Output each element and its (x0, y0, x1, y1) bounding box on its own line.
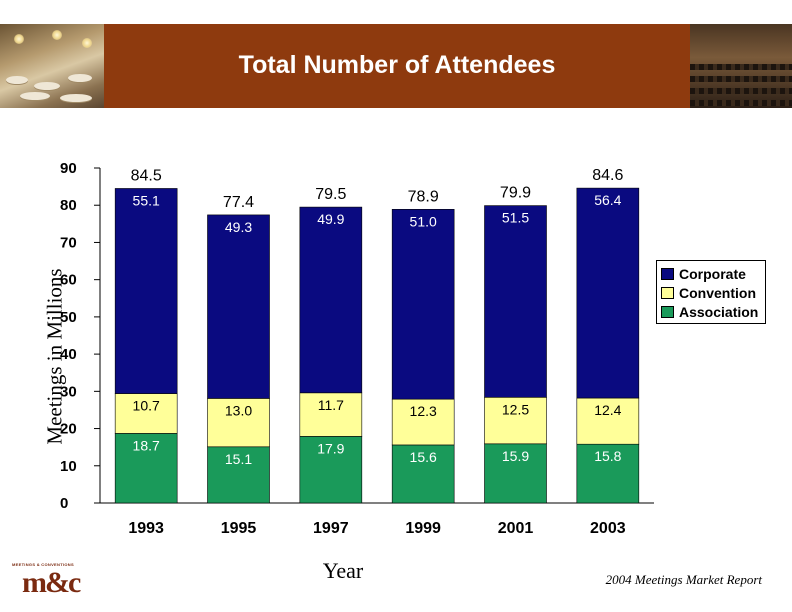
legend-swatch-convention (661, 286, 674, 299)
y-tick-label: 20 (60, 421, 77, 438)
audience-photo (690, 24, 792, 108)
legend-label-association: Association (679, 303, 759, 320)
header-banner (0, 24, 792, 108)
data-label-convention: 12.5 (502, 401, 529, 417)
legend-label-convention: Convention (679, 284, 756, 301)
legend-swatch-association (661, 305, 674, 318)
legend-item-convention: Convention (661, 283, 761, 302)
x-tick-label: 1993 (128, 520, 164, 537)
report-caption: 2004 Meetings Market Report (605, 572, 762, 587)
data-label-association: 15.9 (502, 448, 529, 464)
y-axis-label: Meetings in Millions (42, 268, 67, 445)
bar-corporate (299, 206, 363, 394)
bar-convention (114, 393, 178, 434)
legend-label-corporate: Corporate (679, 265, 746, 282)
data-label-association: 17.9 (317, 440, 344, 456)
data-label-corporate: 49.9 (317, 211, 344, 227)
total-label: 79.5 (315, 186, 346, 203)
data-label-corporate: 49.3 (225, 219, 252, 235)
bar-corporate (576, 187, 640, 399)
y-tick-label: 60 (60, 272, 77, 289)
data-label-corporate: 56.4 (594, 192, 621, 208)
bar-corporate (114, 188, 178, 394)
data-label-association: 18.7 (133, 437, 160, 453)
data-label-convention: 12.3 (410, 403, 437, 419)
ballroom-photo (0, 24, 104, 108)
y-tick-label: 30 (60, 383, 77, 400)
data-label-corporate: 55.1 (133, 192, 160, 208)
data-label-convention: 12.4 (594, 402, 621, 418)
data-label-convention: 11.7 (318, 397, 344, 413)
y-tick-label: 10 (60, 458, 77, 475)
bar-corporate (484, 205, 547, 398)
total-label: 84.5 (131, 167, 162, 184)
mc-logo: MEETINGS & CONVENTIONS m&c (12, 562, 90, 602)
bar-convention (576, 397, 640, 445)
bar-association (114, 433, 178, 504)
bar-association (207, 446, 270, 504)
x-axis-label: Year (322, 558, 364, 583)
data-label-corporate: 51.0 (410, 213, 437, 229)
bar-corporate (391, 209, 455, 400)
bar-corporate (207, 214, 270, 399)
total-label: 84.6 (592, 167, 623, 184)
page-title: Total Number of Attendees (238, 51, 556, 79)
data-label-association: 15.1 (225, 451, 252, 467)
bar-convention (299, 392, 363, 437)
x-tick-label: 1999 (405, 520, 441, 537)
y-tick-label: 90 (60, 160, 77, 177)
y-tick-label: 70 (60, 234, 77, 251)
data-label-convention: 13.0 (225, 402, 252, 418)
banner-center (104, 24, 690, 108)
logo-text: m&c (22, 566, 81, 599)
legend-item-corporate: Corporate (661, 264, 761, 283)
bar-association (391, 444, 455, 504)
chart-legend: Corporate Convention Association (656, 260, 766, 324)
legend-item-association: Association (661, 302, 761, 321)
y-tick-label: 0 (60, 495, 68, 512)
bar-association (299, 436, 363, 504)
data-label-corporate: 51.5 (502, 210, 529, 226)
x-tick-label: 1997 (313, 520, 349, 537)
total-label: 79.9 (500, 185, 531, 202)
total-label: 77.4 (223, 194, 254, 211)
data-label-association: 15.8 (594, 448, 621, 464)
x-tick-label: 1995 (221, 520, 257, 537)
logo-mark: m&c (22, 566, 81, 600)
bar-convention (391, 398, 455, 446)
x-tick-label: 2003 (590, 520, 626, 537)
data-label-convention: 10.7 (133, 398, 160, 414)
y-tick-label: 40 (60, 346, 77, 363)
x-tick-label: 2001 (498, 520, 534, 537)
y-tick-label: 80 (60, 197, 77, 214)
total-label: 78.9 (408, 188, 439, 205)
data-label-association: 15.6 (410, 449, 437, 465)
y-tick-label: 50 (60, 309, 77, 326)
legend-swatch-corporate (661, 267, 674, 280)
bar-association (576, 443, 640, 504)
logo-caption: MEETINGS & CONVENTIONS (12, 562, 74, 567)
